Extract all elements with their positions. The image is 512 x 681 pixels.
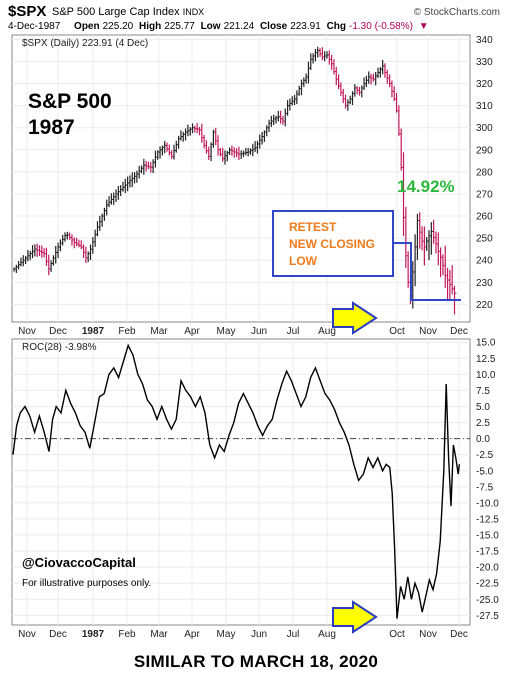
price-gridlines [12,35,470,322]
chart-subtitle: 1987 [28,116,75,139]
price-x-tick-label: Dec [450,326,468,337]
rally-percent-label: 14.92% [397,177,455,196]
price-y-tick-label: 300 [476,123,493,134]
chart-header: $SPX S&P 500 Large Cap Index INDX © Stoc… [8,3,504,21]
chart-title: S&P 500 [28,90,112,113]
index-name: S&P 500 Large Cap Index INDX [52,6,204,18]
price-y-tick-label: 340 [476,35,493,46]
price-y-tick-label: 230 [476,278,493,289]
price-y-tick-label: 290 [476,145,493,156]
exchange-code: INDX [182,7,205,17]
brand-credit: © StockCharts.com [413,7,500,18]
price-x-tick-label: Aug [318,326,336,337]
price-y-tick-label: 320 [476,79,493,90]
price-x-tick-label: Dec [49,326,67,337]
close-value: 223.91 [290,21,321,32]
close-label: Close [259,21,288,32]
open-value: 225.20 [102,21,134,32]
price-x-tick-label: Feb [118,326,136,337]
price-x-tick-label: Mar [150,326,168,337]
retest-bracket [393,242,461,301]
price-x-tick-label: May [217,326,236,337]
price-y-tick-label: 310 [476,101,493,112]
price-legend: $SPX (Daily) 223.91 (4 Dec) [22,38,148,49]
chg-label: Chg [326,21,347,32]
high-label: High [138,21,162,32]
price-x-ticks: Nov Dec 1987 Feb Mar Apr May Jun Jul Aug Oct Nov Dec [18,326,468,337]
chart-caption: SIMILAR TO MARCH 18, 2020 [133,652,379,671]
ohlc-summary: 4-Dec-1987 Open 225.20 High 225.77 Low 221.… [8,21,504,35]
price-arrow-icon [332,301,378,335]
price-x-tick-label: Nov [18,326,36,337]
retest-line-1: RETEST [289,220,337,234]
price-y-tick-label: 270 [476,189,493,200]
price-x-tick-label: Oct [389,326,405,337]
low-value: 221.24 [223,21,255,32]
price-x-tick-label: Nov [419,326,437,337]
price-x-tick-label: Jun [251,326,267,337]
price-y-tick-label: 250 [476,234,493,245]
price-x-tick-label: Apr [184,326,200,337]
low-label: Low [200,21,221,32]
open-label: Open [74,21,100,32]
price-x-tick-label: Jul [287,326,300,337]
index-full-name: S&P 500 Large Cap Index [52,6,180,18]
retest-line-2: NEW CLOSING [289,237,375,251]
down-triangle-icon: ▼ [418,21,429,32]
price-bars [13,46,457,315]
price-y-tick-label: 280 [476,167,493,178]
quote-date: 4-Dec-1987 [8,21,61,32]
price-y-tick-label: 220 [476,300,493,311]
price-y-tick-label: 260 [476,212,493,223]
high-value: 225.77 [164,21,195,32]
price-x-tick-label: 1987 [82,326,105,337]
retest-annotation-box [272,210,394,277]
price-y-tick-label: 240 [476,256,493,267]
retest-line-3: LOW [289,254,318,268]
ticker-symbol: $SPX [8,3,47,20]
chg-value: -1.30 (-0.58%) [349,21,413,32]
price-y-ticks: 220 230 240 250 260 270 280 290 300 310 320 330 340 [476,35,493,311]
price-y-tick-label: 330 [476,57,493,68]
